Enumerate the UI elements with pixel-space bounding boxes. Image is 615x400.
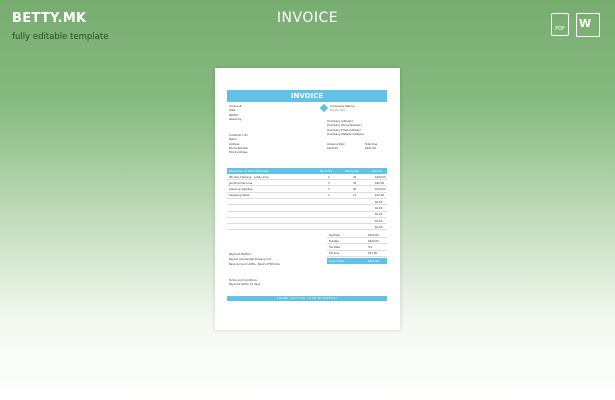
company-line: [Company Address] xyxy=(327,120,353,123)
col-hours: No of Hrs xyxy=(320,169,333,173)
table-row: $0.00 xyxy=(227,224,387,231)
terms-line: Payment within 15 days xyxy=(229,283,261,287)
col-amount: Amount xyxy=(372,169,383,173)
company-slogan: Slogan Here xyxy=(330,109,346,112)
payment-line: Bank Account: ACNo., Bank's IFSCCode xyxy=(229,263,280,266)
totals-label: Taxable xyxy=(329,239,339,243)
table-cell: $0.00 xyxy=(375,225,383,229)
table-row: $0.00 xyxy=(227,218,387,225)
payment-line: Paypal: payment@company.com xyxy=(229,258,272,261)
terms-line: Terms and Conditions xyxy=(229,279,257,282)
totals-row: Tax Rate 5% xyxy=(327,245,387,251)
table-cell: $90.00 xyxy=(375,181,385,185)
tagline: fully editable template xyxy=(12,32,109,42)
word-file-icon[interactable]: W xyxy=(576,13,600,37)
customer-field: Name xyxy=(229,138,237,142)
table-cell: $10.00 xyxy=(375,194,385,198)
payment-line: Payment Method: xyxy=(229,253,252,256)
company-line: [Company Website Address] xyxy=(327,132,364,136)
table-header: Description of Work Performed No of Hrs … xyxy=(227,168,387,174)
col-fee: Hourly Fee xyxy=(345,169,359,173)
total-due-label: Total Due xyxy=(365,143,378,146)
table-cell: $0.00 xyxy=(375,200,383,204)
customer-field: Phone Number xyxy=(229,146,249,150)
table-cell: 3 xyxy=(328,188,330,192)
table-cell: $400.00 xyxy=(375,175,386,179)
totals-label: Tax Due xyxy=(329,252,340,256)
table-cell: $0.00 xyxy=(375,213,383,217)
customer-field: Address xyxy=(229,142,240,146)
grand-total-label: Grand Total xyxy=(329,259,344,263)
table-row: Cleaning Supplies 3 40 $120.00 xyxy=(227,187,387,193)
customer-field: Email Address xyxy=(229,151,248,155)
table-row: Sweeping Pipes 1 10 $10.00 xyxy=(227,193,387,199)
word-label: W xyxy=(579,17,592,30)
invoice-field: Issued by: xyxy=(229,117,243,121)
totals-label: Tax Rate xyxy=(329,246,341,250)
pdf-file-icon[interactable]: PDF xyxy=(551,13,569,36)
company-line: [Company Email Address] xyxy=(327,128,361,132)
col-description: Description of Work Performed xyxy=(229,169,269,173)
table-cell: 10 xyxy=(353,194,357,198)
footer-bar: THANK YOU FOR YOUR BUSINESS! xyxy=(227,296,387,301)
company-logo-icon xyxy=(319,103,329,113)
invoice-field: Invoice #: xyxy=(229,105,243,108)
table-row: $0.00 xyxy=(227,199,387,206)
totals-value: $31.00 xyxy=(368,252,378,256)
table-cell: 20 xyxy=(353,175,357,179)
total-due-value: $451.00 xyxy=(365,147,376,150)
totals-row: Taxable $620.00 xyxy=(327,238,387,245)
table-cell: Window Cleaning - Lobby area xyxy=(229,175,269,179)
table-cell: Sweeping Pipes xyxy=(229,194,250,198)
totals-value: 5% xyxy=(368,246,373,250)
table-cell: Cleaning Supplies xyxy=(229,188,253,192)
totals-row: Tax Due $31.00 xyxy=(327,251,387,257)
totals-value: $620.00 xyxy=(368,239,379,243)
invoice-field: Date: xyxy=(229,109,237,113)
invoice-field: Ref/PO: xyxy=(229,113,239,117)
company-line: [Company Phone Number] xyxy=(327,124,362,128)
table-cell: $0.00 xyxy=(375,207,383,210)
table-cell: 2 xyxy=(328,175,330,179)
grand-total-value: $651.00 xyxy=(368,259,379,263)
advance-label: Advance Paid xyxy=(327,143,345,146)
table-cell: Janitorial Services xyxy=(229,181,253,185)
table-cell: 30 xyxy=(353,181,357,185)
table-cell: $120.00 xyxy=(375,188,386,192)
invoice-preview: INVOICE Company Name Slogan Here Advance… xyxy=(215,68,400,330)
company-name: Company Name xyxy=(330,104,355,108)
table-row: Window Cleaning - Lobby area 2 20 $400.00 xyxy=(227,174,387,180)
customer-field: Customer Info: xyxy=(229,134,249,137)
table-row: $0.00 xyxy=(227,206,387,212)
totals-label: Subtotal xyxy=(329,233,340,237)
table-row: Janitorial Services 3 30 $90.00 xyxy=(227,180,387,187)
table-row: $0.00 xyxy=(227,212,387,218)
totals-row: Subtotal $620.00 xyxy=(327,232,387,238)
table-cell: 3 xyxy=(328,181,330,185)
pdf-label: PDF xyxy=(555,26,565,32)
table-cell: 1 xyxy=(328,194,330,198)
table-cell: $0.00 xyxy=(375,219,383,223)
table-cell: 40 xyxy=(353,188,357,192)
invoice-title-bar: INVOICE xyxy=(227,90,387,102)
brand-logo: BETTY.MK xyxy=(12,11,87,26)
page-title: INVOICE xyxy=(276,10,339,26)
grand-total-row: Grand Total $651.00 xyxy=(327,258,387,264)
totals-value: $620.00 xyxy=(368,233,379,237)
advance-value: $200.00 xyxy=(327,147,338,150)
